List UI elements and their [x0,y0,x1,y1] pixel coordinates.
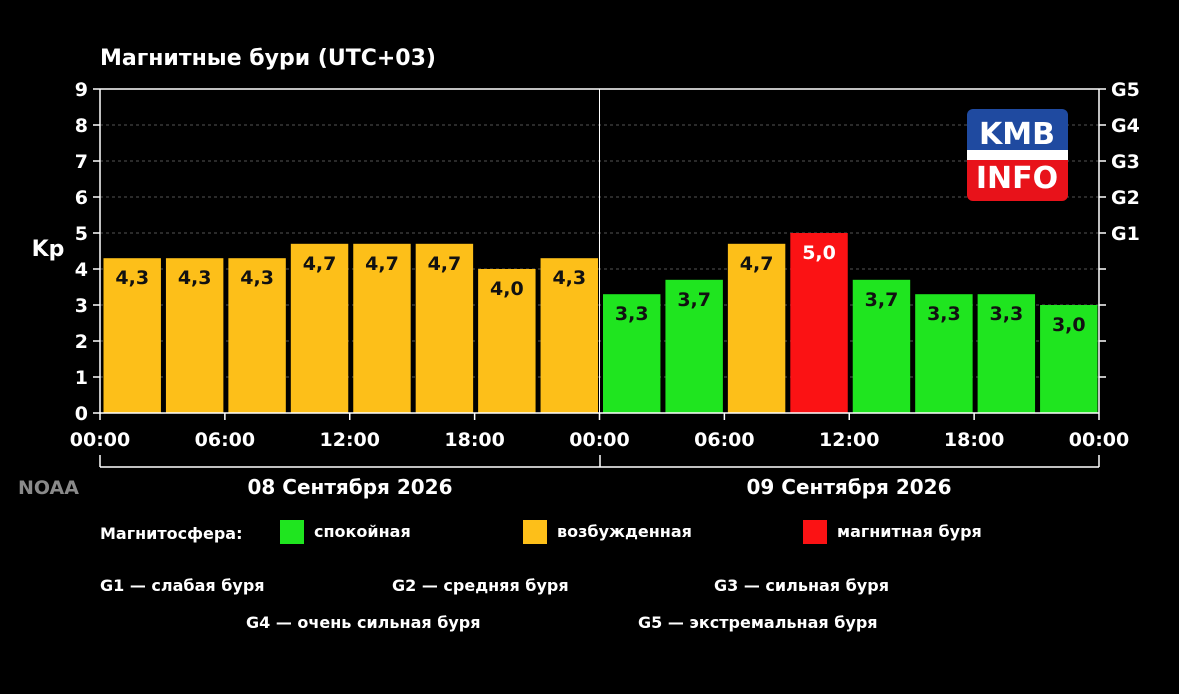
bar [1040,305,1098,413]
x-tick-label: 06:00 [195,429,255,451]
bar [290,243,349,413]
bar-value-label: 3,7 [677,289,711,311]
bar-value-label: 4,3 [240,267,274,289]
date-label-2: 09 Сентября 2026 [746,475,951,499]
logo-text-top: KMB [979,117,1055,152]
legend-scale-g5: G5 — экстремальная буря [638,613,878,632]
bar [603,294,661,413]
x-tick-label: 00:00 [70,429,130,451]
date-label-1: 08 Сентября 2026 [247,475,452,499]
logo-top-block [967,109,1068,157]
bar-value-label: 4,3 [115,267,149,289]
ticks: 0 1 2 3 4 5 6 7 8 9 G1 G2 G3 G4 G5 00:00 06:00 12:00 18:00… [70,79,1140,451]
right-tick-label: G5 [1111,79,1140,101]
y-axis-label: Kp [32,237,65,262]
bar [478,269,536,413]
y-tick-label: 4 [75,259,88,281]
legend-scale-g1: G1 — слабая буря [100,576,265,595]
chart-title: Магнитные бури (UTC+03) [100,46,436,71]
bar [540,258,598,413]
bar-value-label: 5,0 [802,242,836,264]
bar-value-label: 4,7 [740,253,774,275]
bar-value-label: 3,3 [615,303,649,325]
y-tick-label: 2 [75,331,88,353]
legend-swatch-calm [280,520,304,544]
legend-scale-g3: G3 — сильная буря [714,576,889,595]
y-tick-label: 7 [75,151,88,173]
bar [353,243,411,413]
y-tick-label: 3 [75,295,88,317]
right-tick-label: G3 [1111,151,1140,173]
logo-divider [967,150,1068,160]
x-tick-label: 12:00 [320,429,380,451]
right-tick-label: G2 [1111,187,1140,209]
legend-scale-g2: G2 — средняя буря [392,576,569,595]
y-tick-label: 8 [75,115,88,137]
bar [790,233,848,413]
legend-swatch-excited [523,520,547,544]
x-tick-label: 00:00 [1069,429,1129,451]
right-tick-label: G4 [1111,115,1140,137]
bar [915,294,973,413]
x-tick-label: 18:00 [944,429,1004,451]
bar-value-label: 4,3 [552,267,586,289]
legend-item-excited: возбужденная [557,522,692,541]
y-tick-label: 9 [75,79,88,101]
bar-value-label: 4,0 [490,278,524,300]
y-tick-label: 1 [75,367,88,389]
bar [977,294,1036,413]
legend-swatch-storm [803,520,827,544]
y-tick-label: 5 [75,223,88,245]
legend-scale-g4: G4 — очень сильная буря [246,613,481,632]
x-tick-label: 18:00 [444,429,504,451]
bar [852,279,911,413]
legend-item-storm: магнитная буря [837,522,982,541]
bar-value-label: 3,7 [865,289,899,311]
date-bracket [99,455,1100,468]
legend: Магнитосфера: спокойная возбужденная маг… [100,520,982,632]
bars: 4,3 4,3 4,3 4,7 4,7 4,7 4,0 4,3 3,3 3,7 4,7 5,0 3,7 3… [103,233,1098,413]
bar-value-label: 3,3 [990,303,1024,325]
bar-value-label: 4,3 [178,267,212,289]
y-tick-label: 6 [75,187,88,209]
source-label: NOAA [18,477,79,499]
bar-value-label: 4,7 [365,253,399,275]
bar [103,258,161,413]
bar [665,279,723,413]
x-tick-label: 06:00 [694,429,754,451]
bar-value-label: 4,7 [303,253,337,275]
bar [727,243,786,413]
y-tick-label: 0 [75,403,88,425]
logo-text-bottom: INFO [976,161,1058,196]
legend-title: Магнитосфера: [100,524,242,543]
logo-bottom-block [967,153,1068,201]
bar-value-label: 4,7 [428,253,462,275]
x-tick-label: 12:00 [819,429,879,451]
bar [228,258,286,413]
bar-value-label: 3,3 [927,303,961,325]
bar-value-label: 3,0 [1052,314,1086,336]
bar [165,258,224,413]
x-tick-label: 00:00 [569,429,629,451]
kmb-info-logo: KMB INFO [967,109,1068,201]
bar [415,243,474,413]
right-tick-label: G1 [1111,223,1140,245]
legend-item-calm: спокойная [314,522,411,541]
